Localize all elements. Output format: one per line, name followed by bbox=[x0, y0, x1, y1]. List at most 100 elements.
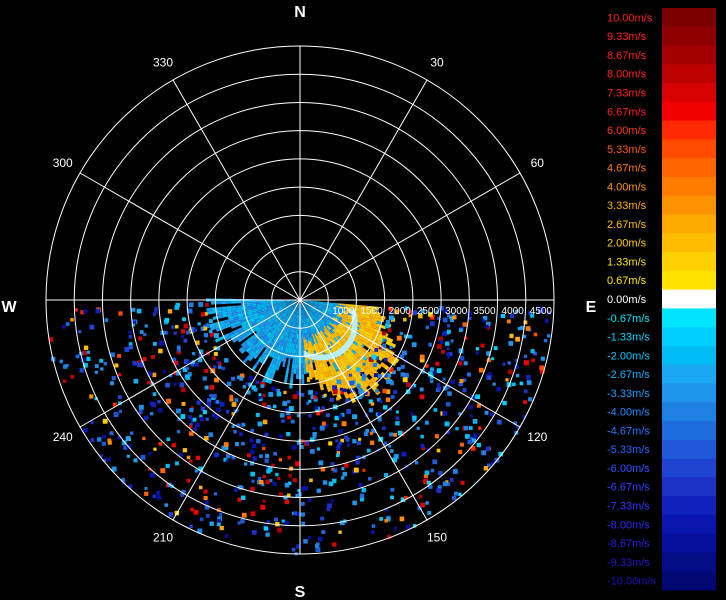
echo-cell bbox=[269, 321, 275, 326]
echo-cell bbox=[227, 315, 234, 320]
echo-cell bbox=[275, 365, 280, 371]
echo-cell bbox=[337, 310, 343, 313]
echo-cell bbox=[269, 340, 274, 346]
echo-cell bbox=[251, 364, 257, 371]
echo-cell bbox=[307, 347, 311, 354]
azimuth-spoke bbox=[79, 172, 301, 301]
echo-cell bbox=[309, 309, 314, 314]
echo-dot bbox=[520, 325, 525, 330]
echo-dot bbox=[281, 519, 285, 523]
echo-cell bbox=[285, 336, 289, 343]
echo-dot bbox=[278, 434, 283, 439]
echo-dot bbox=[487, 372, 493, 377]
colorbar-label: -4.67m/s bbox=[607, 425, 650, 437]
echo-dot bbox=[169, 373, 173, 378]
echo-cell bbox=[240, 341, 247, 347]
echo-dot bbox=[201, 312, 206, 317]
echo-dot bbox=[102, 434, 107, 439]
echo-cell bbox=[238, 346, 245, 352]
echo-cell bbox=[300, 308, 302, 314]
azimuth-label: 150 bbox=[427, 530, 447, 544]
echo-cell bbox=[287, 337, 290, 343]
echo-cell bbox=[272, 317, 278, 322]
echo-dot bbox=[249, 449, 255, 455]
echo-cell bbox=[369, 371, 376, 378]
echo-cell bbox=[276, 332, 280, 338]
echo-dot bbox=[464, 336, 468, 340]
echo-dot bbox=[273, 451, 278, 456]
echo-cell bbox=[302, 308, 306, 314]
echo-cell bbox=[326, 375, 331, 382]
echo-cell bbox=[320, 326, 325, 332]
echo-cell bbox=[240, 332, 247, 338]
echo-cell bbox=[256, 343, 262, 349]
echo-dot bbox=[295, 461, 300, 467]
echo-cell bbox=[289, 317, 293, 323]
echo-cell bbox=[263, 312, 269, 316]
echo-cell bbox=[281, 304, 287, 307]
echo-cell bbox=[365, 310, 371, 314]
echo-dot bbox=[438, 471, 443, 476]
echo-cell bbox=[318, 379, 323, 386]
echo-dot bbox=[471, 438, 476, 443]
echo-cell bbox=[337, 326, 343, 331]
echo-cell bbox=[319, 384, 325, 391]
echo-cell bbox=[303, 301, 309, 304]
echo-cell bbox=[309, 310, 313, 315]
echo-cell bbox=[316, 347, 321, 354]
echo-dot bbox=[514, 309, 519, 314]
echo-cell bbox=[303, 358, 306, 364]
echo-dot bbox=[268, 391, 274, 397]
echo-cell bbox=[326, 334, 332, 340]
echo-cell bbox=[297, 343, 300, 349]
echo-cell bbox=[270, 352, 276, 359]
echo-cell bbox=[386, 357, 393, 364]
echo-dot bbox=[338, 414, 343, 419]
echo-cell bbox=[310, 308, 315, 313]
echo-dot bbox=[214, 414, 220, 420]
echo-cell bbox=[257, 356, 263, 363]
echo-cell bbox=[326, 336, 331, 342]
echo-dot bbox=[200, 326, 206, 331]
azimuth-spoke bbox=[172, 79, 301, 301]
echo-cell bbox=[318, 343, 323, 349]
echo-dot bbox=[216, 360, 220, 365]
echo-dot bbox=[82, 350, 87, 356]
echo-dot bbox=[86, 356, 91, 362]
echo-cell bbox=[312, 331, 316, 337]
echo-cell bbox=[300, 343, 303, 349]
echo-dot bbox=[250, 428, 254, 433]
colorbar-swatch bbox=[662, 26, 716, 47]
echo-cell bbox=[232, 338, 238, 344]
echo-cell bbox=[330, 370, 335, 376]
echo-cell bbox=[337, 361, 343, 368]
echo-cell bbox=[342, 326, 348, 331]
azimuth-label: 120 bbox=[527, 430, 547, 444]
echo-cell bbox=[251, 306, 257, 310]
echo-dot bbox=[164, 503, 168, 507]
echo-dot bbox=[419, 357, 425, 363]
echo-dot bbox=[396, 367, 401, 371]
echo-dot bbox=[486, 463, 491, 468]
colorbar-swatch bbox=[662, 383, 716, 403]
echo-dot bbox=[236, 375, 241, 380]
echo-cell bbox=[316, 343, 321, 349]
echo-cell bbox=[303, 300, 309, 303]
echo-dot bbox=[83, 362, 88, 368]
echo-dot bbox=[193, 328, 197, 333]
echo-cell bbox=[279, 339, 283, 346]
echo-dot bbox=[332, 389, 338, 395]
echo-cell bbox=[283, 325, 287, 331]
echo-dot bbox=[90, 421, 94, 425]
colorbar-swatch bbox=[662, 327, 716, 347]
echo-cell bbox=[297, 348, 300, 354]
echo-dot bbox=[507, 369, 513, 375]
echo-cell bbox=[256, 303, 262, 306]
echo-cell bbox=[329, 322, 335, 327]
echo-dot bbox=[339, 520, 345, 526]
cardinal-east: E bbox=[586, 299, 597, 316]
echo-cell bbox=[221, 301, 227, 305]
echo-dot bbox=[133, 378, 139, 384]
echo-dot bbox=[199, 517, 204, 522]
echo-dot bbox=[514, 364, 519, 369]
